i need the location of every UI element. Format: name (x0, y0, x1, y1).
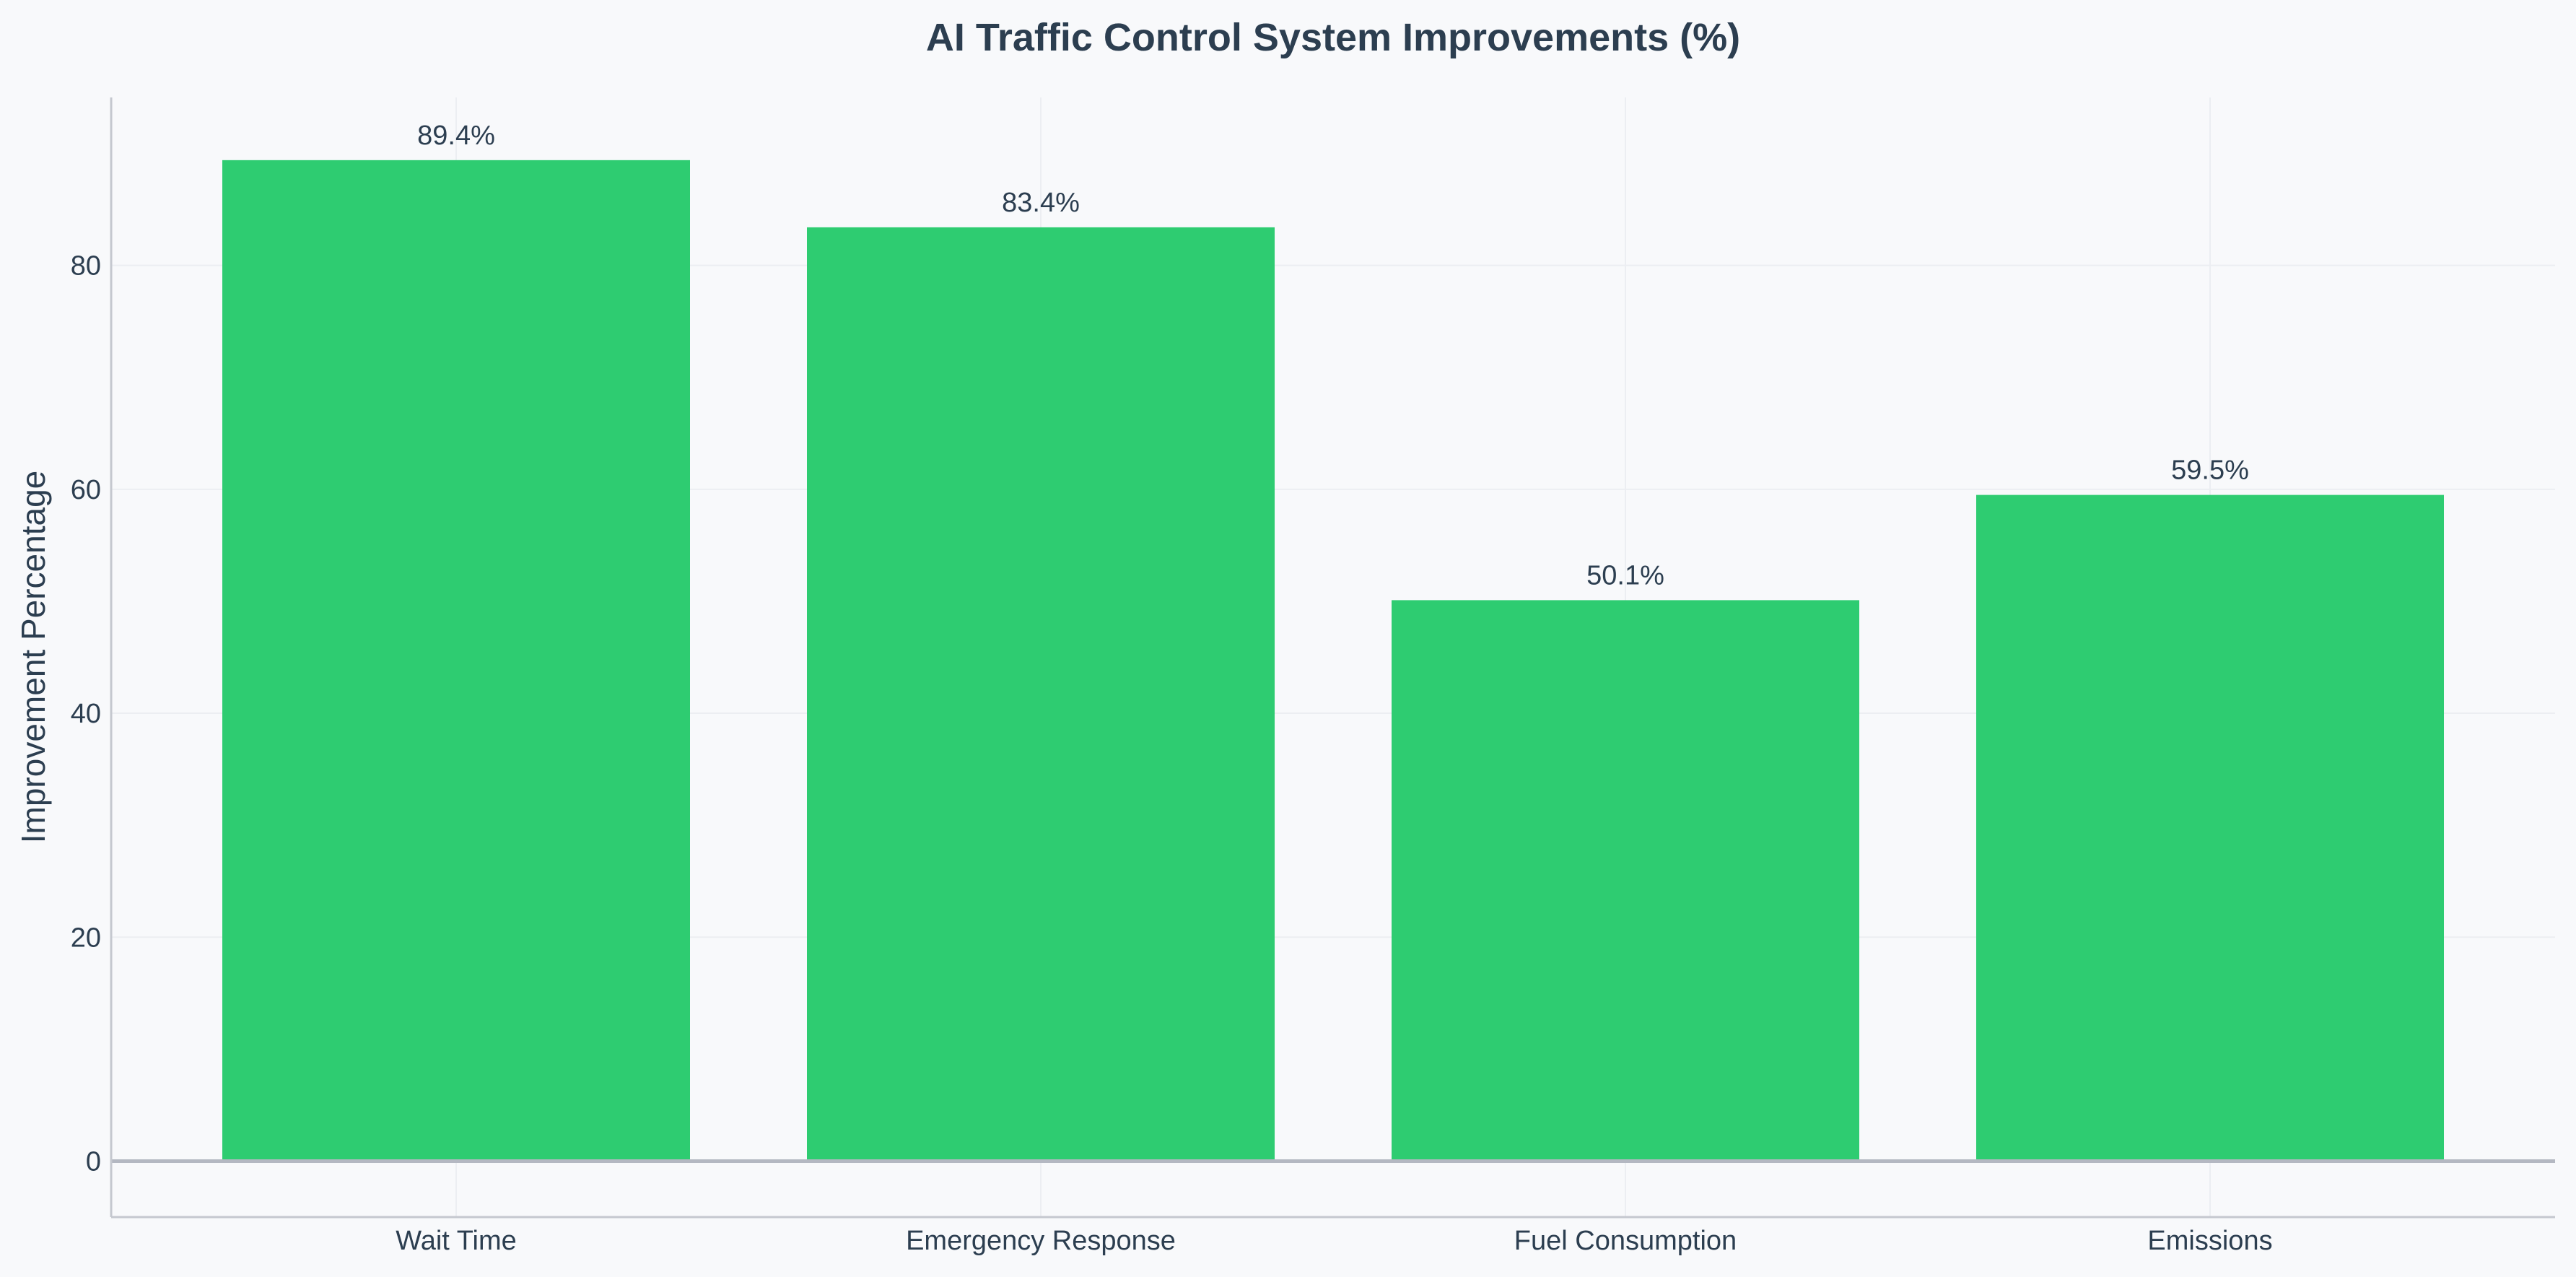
y-tick-label: 20 (71, 923, 101, 953)
y-tick-label: 60 (71, 475, 101, 505)
bar-value-label: 59.5% (2171, 456, 2249, 486)
x-tick-label: Emissions (2147, 1226, 2272, 1256)
chart-title: AI Traffic Control System Improvements (… (926, 16, 1740, 59)
y-tick-label: 0 (86, 1146, 101, 1177)
bar (1392, 600, 1859, 1161)
bar (807, 227, 1275, 1161)
bar-value-label: 50.1% (1586, 560, 1664, 590)
bar-value-label: 89.4% (417, 121, 495, 151)
y-axis-label: Improvement Percentage (14, 471, 52, 844)
bars-layer (222, 160, 2444, 1161)
axes-layer (110, 97, 2555, 1219)
x-tick-label: Wait Time (396, 1226, 517, 1256)
y-tick-label: 40 (71, 699, 101, 729)
bar (1976, 494, 2444, 1161)
labels-layer: 89.4% 83.4% 50.1% 59.5% 0 20 40 60 80 Wait Time Em… (71, 121, 2273, 1256)
bar (222, 160, 690, 1161)
x-tick-label: Fuel Consumption (1514, 1226, 1737, 1256)
x-tick-label: Emergency Response (906, 1226, 1176, 1256)
y-tick-label: 80 (71, 251, 101, 282)
bar-value-label: 83.4% (1002, 188, 1080, 218)
